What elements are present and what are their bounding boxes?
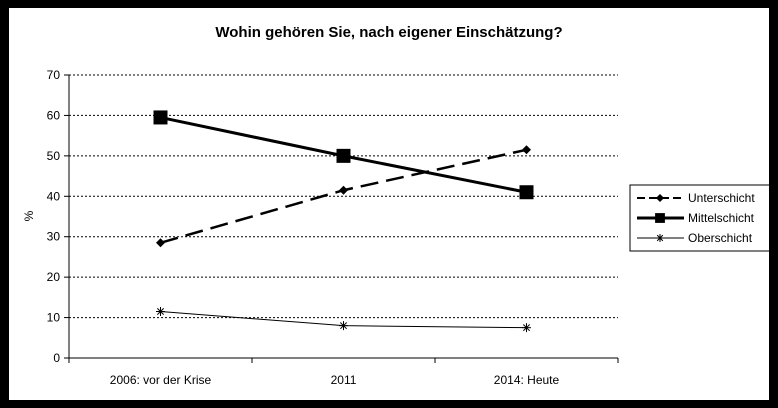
legend-item-unterschicht: Unterschicht [637,191,755,205]
legend-label: Unterschicht [688,191,755,205]
legend-item-oberschicht: Oberschicht [637,231,753,245]
legend-marker [655,213,665,223]
line-chart: Wohin gehören Sie, nach eigener Einschät… [22,24,769,387]
legend-item-mittelschicht: Mittelschicht [637,211,755,225]
legend-marker [655,233,665,243]
series-lines [153,110,534,333]
y-tick-label: 30 [47,230,61,244]
y-tick-labels: 0 10 20 30 40 50 60 70 [47,68,61,365]
data-point-mittelschicht [519,185,534,200]
data-point-oberschicht [339,321,348,331]
data-point-unterschicht [339,185,348,195]
legend: Unterschicht Mittelschicht Oberschicht [629,184,769,252]
y-tick-label: 50 [47,149,61,163]
x-tick-label: 2011 [331,373,357,387]
y-axis-label: % [22,210,36,221]
x-tick-label: 2006: vor der Krise [110,373,212,387]
chart-frame: Wohin gehören Sie, nach eigener Einschät… [9,8,769,400]
y-tick-label: 60 [47,108,61,122]
data-point-mittelschicht [153,110,168,125]
axes [64,74,619,363]
gridlines [69,74,618,319]
y-tick-label: 0 [53,351,60,365]
legend-label: Mittelschicht [688,211,755,225]
legend-label: Oberschicht [688,231,753,245]
data-point-unterschicht [522,145,531,155]
y-tick-label: 20 [47,270,61,284]
data-point-oberschicht [522,323,531,333]
legend-marker [655,193,665,203]
y-tick-label: 70 [47,68,61,82]
data-point-unterschicht [156,238,165,248]
y-tick-label: 40 [47,189,61,203]
data-point-oberschicht [156,307,165,317]
series-line-unterschicht [160,148,527,244]
x-tick-labels: 2006: vor der Krise 2011 2014: Heute [110,373,560,387]
data-point-mittelschicht [336,148,351,163]
x-tick-label: 2014: Heute [494,373,560,387]
y-tick-label: 10 [47,311,61,325]
chart-title: Wohin gehören Sie, nach eigener Einschät… [215,24,562,41]
